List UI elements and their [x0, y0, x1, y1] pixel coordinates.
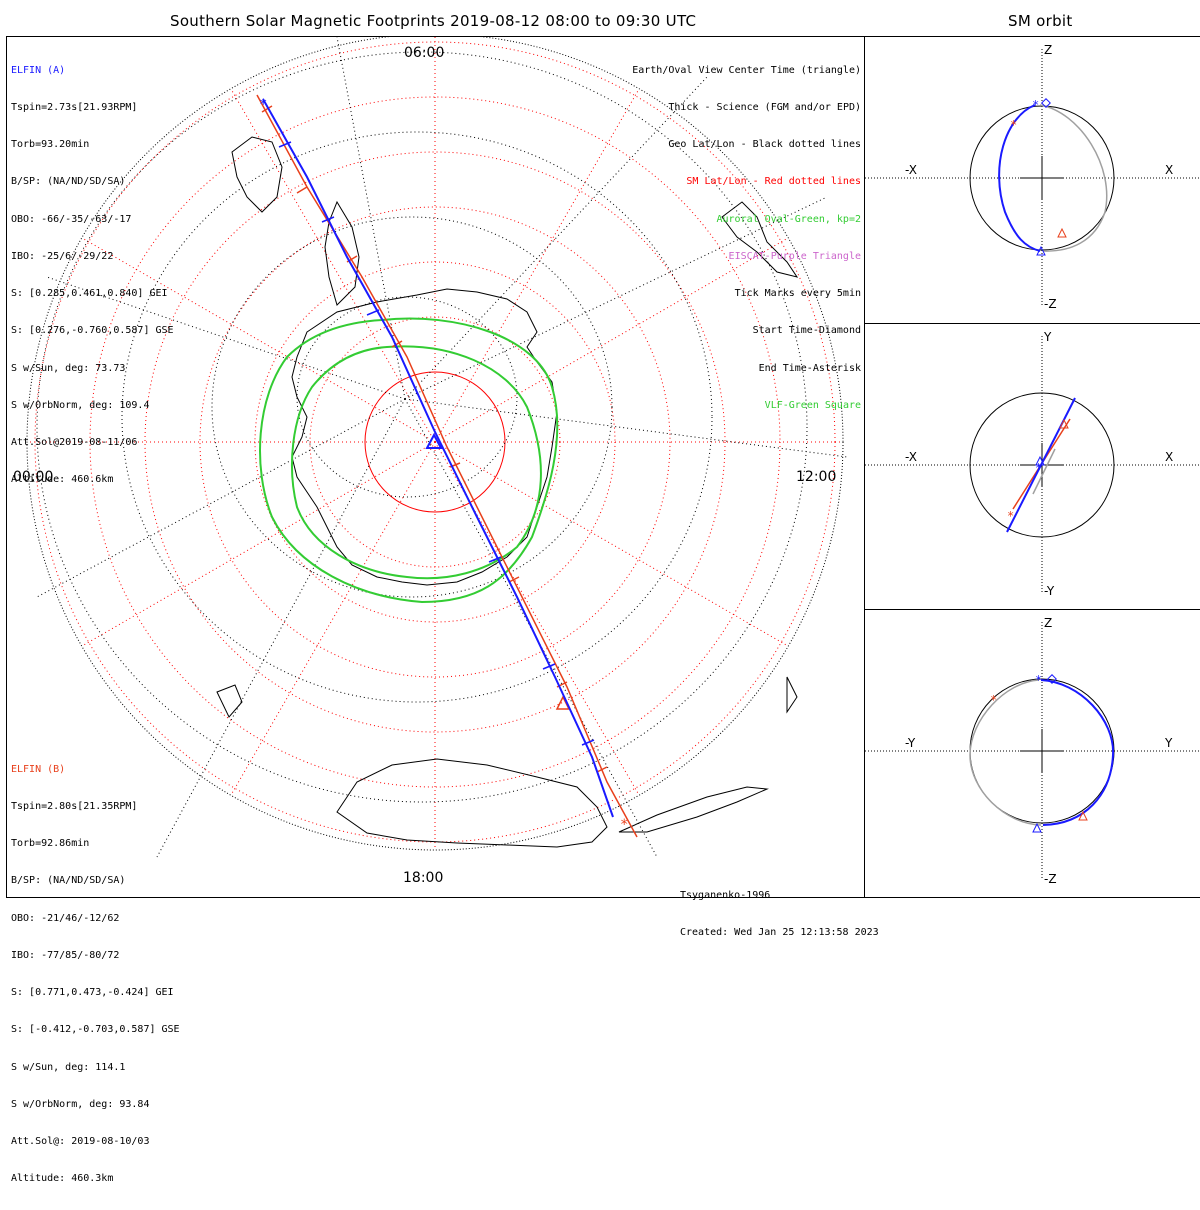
coastlines [216, 136, 799, 848]
sm-meridians [27, 37, 843, 849]
xz-top-label: Z [1044, 43, 1053, 57]
elfin-a-info: ELFIN (A) Tspin=2.73s[21.93RPM] Torb=93.… [11, 40, 174, 511]
xz-left-label: -X [905, 163, 917, 177]
legend: Earth/Oval View Center Time (triangle) T… [632, 40, 861, 437]
model-name: Tsyganenko-1996 [680, 889, 771, 901]
legend-tick-marks: Tick Marks every 5min [734, 288, 861, 300]
clock-label-bottom: 18:00 [403, 870, 444, 886]
footprint-map: * * [26, 37, 848, 858]
elfin-a-line: S: [0.285,0.461,0.840] GEI [11, 288, 168, 300]
xy-right-label: X [1165, 450, 1174, 464]
elfin-a-line: IBO: -25/6/-29/22 [11, 250, 114, 262]
elfin-b-line: Att.Sol@: 2019-08-10/03 [11, 1136, 150, 1147]
elfin-b-line: IBO: -77/85/-80/72 [11, 949, 120, 961]
globe-outline [26, 37, 844, 851]
legend-vlf: VLF-Green Square [764, 399, 861, 411]
footprint-map-panel: * * 06:00 00:00 12:00 18:00 ELFIN (A) Ts… [6, 36, 879, 1184]
xy-bottom-label: -Y [1044, 584, 1055, 598]
elfin-b-name: ELFIN (B) [11, 763, 66, 775]
created-timestamp: Created: Wed Jan 25 12:13:58 2023 [680, 927, 879, 939]
yz-b-triangle [1078, 810, 1088, 821]
credit-block: Tsyganenko-1996 Created: Wed Jan 25 12:1… [680, 865, 879, 964]
orbit-plot-xz: * * [865, 49, 1200, 305]
elfin-a-end-asterisk: * [259, 97, 267, 113]
svg-text:*: * [1007, 509, 1014, 523]
elfin-a-ticks [278, 141, 595, 746]
orbit-panel-xz: * * Z -Z -X X [864, 36, 1200, 324]
page-title: Southern Solar Magnetic Footprints 2019-… [170, 12, 697, 30]
xz-bottom-label: -Z [1044, 297, 1057, 311]
legend-science: Thick - Science (FGM and/or EPD) [668, 102, 861, 114]
elfin-b-line: B/SP: (NA/ND/SD/SA) [11, 875, 126, 887]
svg-text:*: * [1032, 98, 1039, 112]
orbit-panel-xy: * * Y -Y -X X [864, 323, 1200, 610]
elfin-a-line: S: [0.276,-0.760,0.587] GSE [11, 325, 174, 337]
legend-eiscat: EISCAT-Purple Triangle [728, 250, 861, 262]
xz-b-triangle [1057, 227, 1067, 238]
svg-text:*: * [1035, 461, 1042, 475]
xy-top-label: Y [1044, 330, 1052, 344]
legend-end-time: End Time-Asterisk [758, 362, 861, 374]
elfin-a-name: ELFIN (A) [11, 64, 66, 76]
elfin-a-line: Altitude: 460.6km [11, 474, 114, 486]
yz-bottom-label: -Z [1044, 872, 1057, 886]
elfin-a-view-center-triangle [425, 432, 443, 449]
xz-view-center-triangle [1036, 245, 1046, 256]
orbit-plot-yz: * * [865, 622, 1200, 878]
clock-label-right: 12:00 [796, 469, 837, 485]
elfin-b-line: OBO: -21/46/-12/62 [11, 912, 120, 924]
elfin-b-line: S w/Sun, deg: 114.1 [11, 1061, 126, 1073]
xy-view-center-triangle [1035, 455, 1045, 466]
elfin-a-line: B/SP: (NA/ND/SD/SA) [11, 176, 126, 188]
svg-text:*: * [1035, 673, 1042, 687]
orbit-panel-yz: * * Z -Z -Y Y [864, 609, 1200, 898]
elfin-a-line: S w/OrbNorm, deg: 109.4 [11, 399, 150, 411]
elfin-b-track: * [256, 94, 638, 838]
elfin-b-line: S: [-0.412,-0.703,0.587] GSE [11, 1024, 180, 1036]
elfin-a-line: OBO: -66/-35/-63/-17 [11, 213, 132, 225]
clock-label-top: 06:00 [404, 45, 445, 61]
orbit-panel-title: SM orbit [1008, 12, 1073, 30]
elfin-b-line: Altitude: 460.3km [11, 1173, 114, 1185]
legend-sm-grid: SM Lat/Lon - Red dotted lines [686, 176, 861, 188]
auroral-oval [259, 317, 559, 604]
yz-right-label: Y [1165, 736, 1173, 750]
clock-label-left: 00:00 [13, 469, 54, 485]
elfin-a-line: Tspin=2.73s[21.93RPM] [11, 102, 138, 114]
elfin-a-line: Att.Sol@2019-08-11/06 [11, 437, 138, 448]
elfin-a-line: Torb=93.20min [11, 139, 90, 151]
elfin-b-line: S w/OrbNorm, deg: 93.84 [11, 1098, 150, 1110]
elfin-b-line: Torb=92.86min [11, 838, 90, 850]
elfin-b-end-asterisk: * [620, 817, 628, 833]
elfin-a-track: * [259, 97, 614, 818]
yz-left-label: -Y [905, 736, 916, 750]
xy-b-triangle [1059, 418, 1069, 429]
legend-view-center: Earth/Oval View Center Time (triangle) [632, 64, 861, 76]
orbit-plot-xy: * * [865, 336, 1200, 592]
yz-view-center-triangle [1032, 822, 1042, 833]
svg-text:*: * [1010, 118, 1017, 132]
elfin-b-line: S: [0.771,0.473,-0.424] GEI [11, 987, 174, 999]
geo-lat-rings [36, 51, 808, 803]
svg-text:*: * [990, 693, 997, 707]
geo-meridians [36, 37, 848, 858]
elfin-b-info: ELFIN (B) Tspin=2.80s[21.35RPM] Torb=92.… [11, 739, 180, 1210]
xz-right-label: X [1165, 163, 1174, 177]
xy-left-label: -X [905, 450, 917, 464]
elfin-b-line: Tspin=2.80s[21.35RPM] [11, 801, 138, 813]
yz-top-label: Z [1044, 616, 1053, 630]
legend-auroral-oval: Auroral Oval-Green, kp=2 [716, 213, 862, 225]
elfin-a-line: S w/Sun, deg: 73.73 [11, 362, 126, 374]
legend-start-time: Start Time-Diamond [752, 325, 861, 337]
legend-geo-grid: Geo Lat/Lon - Black dotted lines [668, 139, 861, 151]
